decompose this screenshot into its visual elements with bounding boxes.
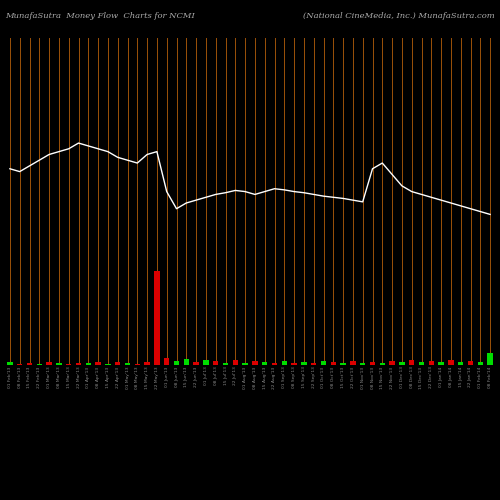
Text: (National CineMedia, Inc.) MunafaSutra.com: (National CineMedia, Inc.) MunafaSutra.c… <box>303 12 495 20</box>
Bar <box>154 270 160 365</box>
Bar <box>46 362 52 365</box>
Bar <box>301 362 306 365</box>
Bar <box>242 363 248 365</box>
Bar <box>311 363 316 365</box>
Bar <box>370 362 375 365</box>
Bar <box>66 364 71 365</box>
Bar <box>448 360 454 365</box>
Bar <box>27 363 32 365</box>
Bar <box>419 362 424 365</box>
Bar <box>478 362 483 365</box>
Bar <box>223 363 228 365</box>
Bar <box>350 361 356 365</box>
Bar <box>164 358 170 365</box>
Bar <box>144 362 150 365</box>
Bar <box>125 363 130 365</box>
Bar <box>96 362 101 365</box>
Bar <box>340 363 346 365</box>
Bar <box>321 361 326 365</box>
Bar <box>194 362 199 365</box>
Bar <box>488 353 493 365</box>
Text: MunafaSutra  Money Flow  Charts for NCMI: MunafaSutra Money Flow Charts for NCMI <box>5 12 195 20</box>
Bar <box>213 361 218 365</box>
Bar <box>115 362 120 365</box>
Bar <box>134 364 140 365</box>
Bar <box>232 360 238 365</box>
Bar <box>36 364 42 365</box>
Bar <box>428 361 434 365</box>
Bar <box>282 361 287 365</box>
Bar <box>458 362 464 365</box>
Bar <box>7 362 12 365</box>
Bar <box>380 363 385 365</box>
Bar <box>272 363 277 365</box>
Bar <box>390 361 395 365</box>
Bar <box>17 364 22 365</box>
Bar <box>174 361 179 365</box>
Bar <box>86 363 91 365</box>
Bar <box>76 363 81 365</box>
Bar <box>56 363 62 365</box>
Bar <box>438 362 444 365</box>
Bar <box>184 359 189 365</box>
Bar <box>252 361 258 365</box>
Bar <box>399 362 404 365</box>
Bar <box>262 362 268 365</box>
Bar <box>292 363 297 365</box>
Bar <box>105 364 110 365</box>
Bar <box>330 362 336 365</box>
Bar <box>409 360 414 365</box>
Bar <box>203 360 208 365</box>
Bar <box>360 363 366 365</box>
Bar <box>468 361 473 365</box>
